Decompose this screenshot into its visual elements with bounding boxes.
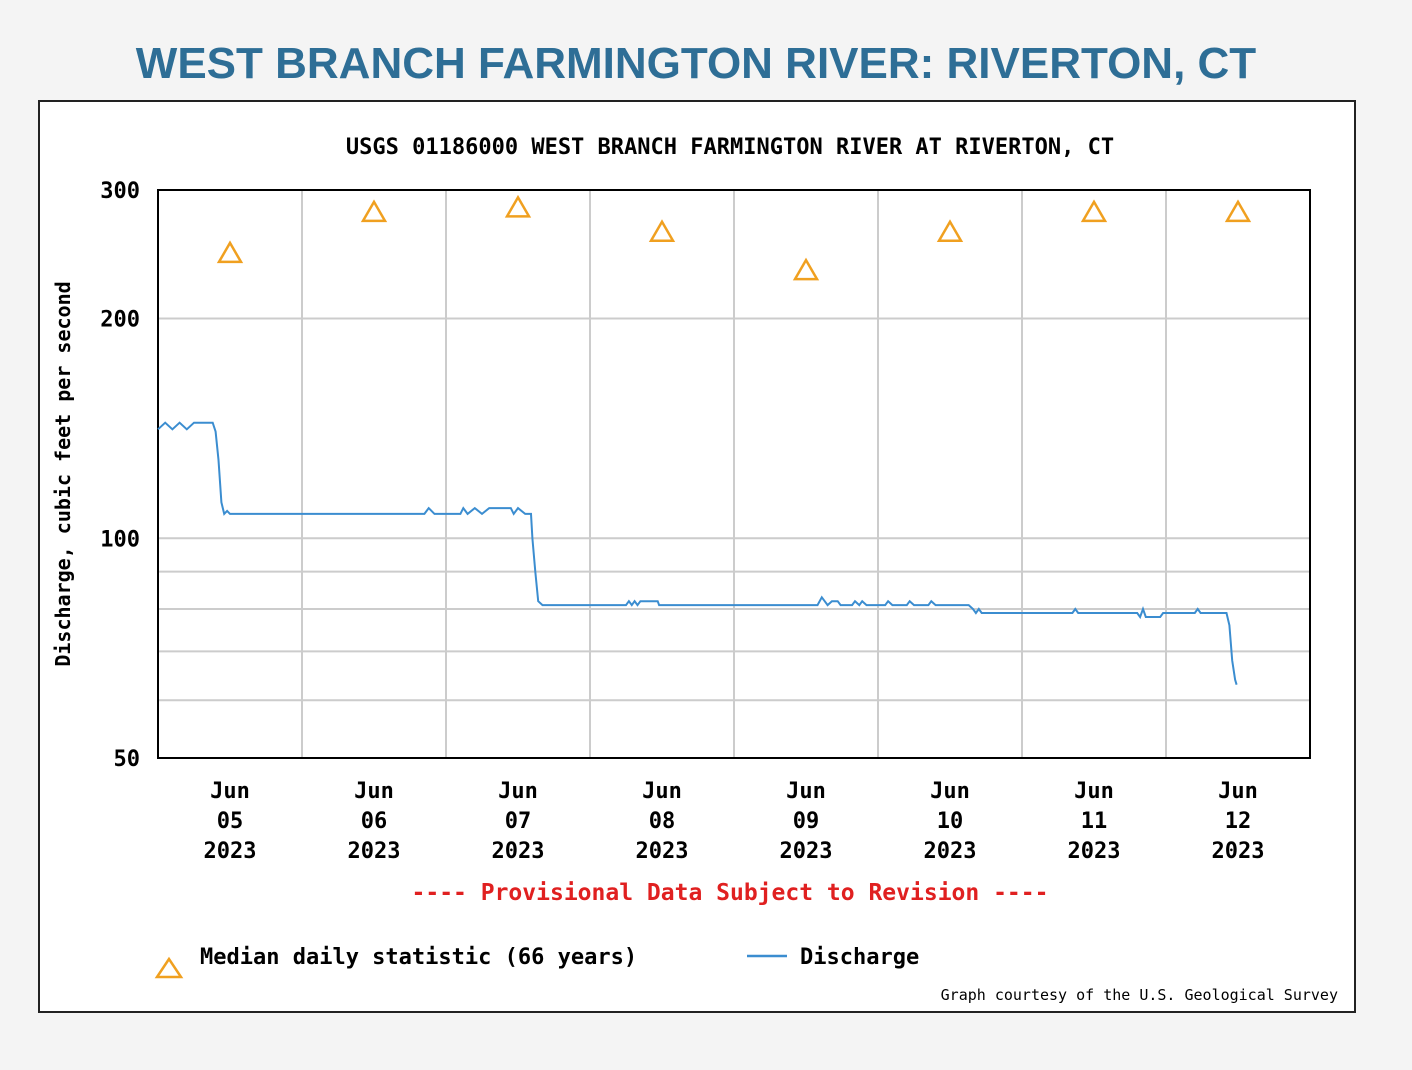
y-tick-label: 100 xyxy=(100,527,140,552)
x-tick-label-line: Jun xyxy=(786,779,826,804)
x-tick-label: Jun 06 2023 xyxy=(348,779,401,864)
legend-median-marker xyxy=(154,956,184,979)
provisional-note: ---- Provisional Data Subject to Revisio… xyxy=(412,880,1049,906)
x-tick-label-line: 2023 xyxy=(204,839,257,864)
plot-border xyxy=(157,189,1311,759)
x-tick-label-line: Jun xyxy=(210,779,250,804)
y-tick-labels: 50 100 200 300 xyxy=(100,179,140,772)
x-tick-label-line: 05 xyxy=(217,809,244,834)
x-tick-label: Jun 09 2023 xyxy=(780,779,833,864)
x-tick-label-line: Jun xyxy=(930,779,970,804)
x-tick-label: Jun 12 2023 xyxy=(1212,779,1265,864)
x-tick-label-line: 2023 xyxy=(780,839,833,864)
x-tick-label: Jun 10 2023 xyxy=(924,779,977,864)
median-marker xyxy=(360,199,388,223)
median-marker xyxy=(792,257,820,281)
x-tick-label: Jun 11 2023 xyxy=(1068,779,1121,864)
median-marker xyxy=(1080,199,1108,223)
x-tick-label-line: Jun xyxy=(1218,779,1258,804)
x-tick-label-line: 08 xyxy=(649,809,676,834)
median-marker xyxy=(216,240,244,264)
x-tick-label-line: 07 xyxy=(505,809,532,834)
y-axis-label: Discharge, cubic feet per second xyxy=(51,281,75,666)
x-tick-label-line: 2023 xyxy=(492,839,545,864)
median-marker xyxy=(648,219,676,242)
x-tick-label-line: Jun xyxy=(1074,779,1114,804)
x-tick-label-line: 10 xyxy=(937,809,964,834)
x-tick-labels: Jun 05 2023 Jun 06 2023 Jun 07 2023 Jun 08 2023 Jun 0… xyxy=(204,779,1265,864)
page-title: WEST BRANCH FARMINGTON RIVER: RIVERTON, … xyxy=(135,39,1257,88)
x-tick-label-line: 2023 xyxy=(1212,839,1265,864)
x-tick-label-line: Jun xyxy=(354,779,394,804)
y-tick-label: 50 xyxy=(114,747,141,772)
median-marker xyxy=(1224,199,1252,223)
median-marker xyxy=(936,219,964,242)
y-tick-label: 200 xyxy=(100,308,140,333)
grid-layer xyxy=(157,189,1311,758)
series-layer xyxy=(157,421,1238,685)
median-marker xyxy=(504,194,532,218)
x-tick-label-line: 11 xyxy=(1081,809,1108,834)
x-tick-label-line: 2023 xyxy=(1068,839,1121,864)
credit-text: Graph courtesy of the U.S. Geological Su… xyxy=(941,986,1338,1004)
graph-frame: USGS 01186000 WEST BRANCH FARMINGTON RIV… xyxy=(38,100,1356,1013)
discharge-chart: USGS 01186000 WEST BRANCH FARMINGTON RIV… xyxy=(51,135,1338,1004)
x-tick-label-line: 12 xyxy=(1225,809,1252,834)
x-tick-label-line: Jun xyxy=(498,779,538,804)
median-layer xyxy=(216,194,1252,281)
legend-discharge-label: Discharge xyxy=(800,945,919,970)
legend: Median daily statistic (66 years) Discha… xyxy=(154,945,919,979)
y-tick-label: 300 xyxy=(100,179,140,204)
legend-median-label: Median daily statistic (66 years) xyxy=(200,945,637,970)
chart-title: USGS 01186000 WEST BRANCH FARMINGTON RIV… xyxy=(346,135,1114,160)
x-tick-label-line: 2023 xyxy=(924,839,977,864)
x-tick-label-line: 2023 xyxy=(636,839,689,864)
x-tick-label: Jun 08 2023 xyxy=(636,779,689,864)
x-tick-label-line: 09 xyxy=(793,809,820,834)
discharge-line xyxy=(157,421,1238,685)
x-tick-label-line: Jun xyxy=(642,779,682,804)
x-tick-label: Jun 07 2023 xyxy=(492,779,545,864)
x-tick-label-line: 2023 xyxy=(348,839,401,864)
x-tick-label-line: 06 xyxy=(361,809,388,834)
x-tick-label: Jun 05 2023 xyxy=(204,779,257,864)
